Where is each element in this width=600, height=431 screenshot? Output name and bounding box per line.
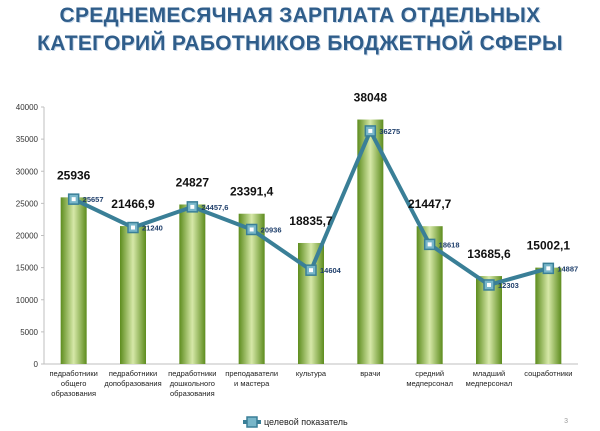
bar <box>179 204 206 364</box>
target-marker-center <box>131 225 135 230</box>
line-value-label: 25657 <box>83 195 104 204</box>
line-value-label: 24457,6 <box>201 203 228 212</box>
target-marker-center <box>368 128 373 133</box>
x-category-label: преподаватели и мастера <box>225 369 278 388</box>
title-line-2: КАТЕГОРИЙ РАБОТНИКОВ БЮДЖЕТНОЙ СФЕРЫ <box>37 32 563 55</box>
bar <box>238 213 265 364</box>
y-tick-label: 25000 <box>16 199 39 208</box>
legend-marker-swatch <box>246 416 258 428</box>
x-category-label: младший медперсонал <box>466 369 513 388</box>
x-category-label: педработники дошкольного образования <box>168 369 216 398</box>
bar-value-label: 13685,6 <box>467 247 511 261</box>
title-line-1: СРЕДНЕМЕСЯЧНАЯ ЗАРПЛАТА ОТДЕЛЬНЫХ <box>59 4 541 27</box>
bar <box>298 242 324 364</box>
legend-label: целевой показатель <box>264 417 348 427</box>
bar <box>476 276 502 364</box>
bar-value-label: 24827 <box>176 175 210 189</box>
bar-value-label: 23391,4 <box>230 185 274 199</box>
x-category-label: средний медперсонал <box>406 369 453 388</box>
page-number: 3 <box>564 418 568 425</box>
bar-value-label: 15002,1 <box>527 239 571 253</box>
line-value-label: 36275 <box>379 127 400 136</box>
target-marker-center <box>190 204 195 209</box>
bar-value-label: 38048 <box>354 91 388 105</box>
x-category-label: соцработники <box>524 369 572 378</box>
bar <box>120 226 146 364</box>
target-marker-center <box>427 242 432 247</box>
target-marker-center <box>487 282 491 287</box>
y-tick-label: 20000 <box>16 232 39 241</box>
bar <box>535 267 562 364</box>
y-tick-label: 5000 <box>20 328 38 337</box>
target-marker-center <box>71 197 76 202</box>
y-tick-label: 0 <box>34 360 39 369</box>
line-value-label: 12303 <box>498 281 519 290</box>
y-tick-label: 35000 <box>16 135 39 144</box>
y-tick-label: 10000 <box>16 296 39 305</box>
bar-value-label: 25936 <box>57 168 91 182</box>
line-value-label: 14604 <box>320 266 342 275</box>
bar-value-label: 18835,7 <box>289 214 333 228</box>
target-marker-center <box>249 227 254 232</box>
y-tick-label: 30000 <box>16 167 39 176</box>
line-value-label: 14887 <box>557 264 578 273</box>
x-category-label: врачи <box>360 369 380 378</box>
bar <box>60 197 87 364</box>
target-marker-center <box>309 268 313 273</box>
target-marker-center <box>546 266 551 271</box>
x-category-label: педработники общего образования <box>50 369 98 398</box>
bar <box>357 119 384 365</box>
line-value-label: 21240 <box>142 224 163 233</box>
bar-value-label: 21466,9 <box>111 197 155 211</box>
y-tick-label: 40000 <box>16 103 39 112</box>
line-value-label: 20936 <box>261 225 282 234</box>
line-value-label: 18618 <box>439 240 460 249</box>
bar-value-label: 21447,7 <box>408 197 452 211</box>
y-tick-label: 15000 <box>16 264 39 273</box>
x-category-label: педработники допобразования <box>104 369 161 388</box>
x-category-label: культура <box>296 369 327 378</box>
